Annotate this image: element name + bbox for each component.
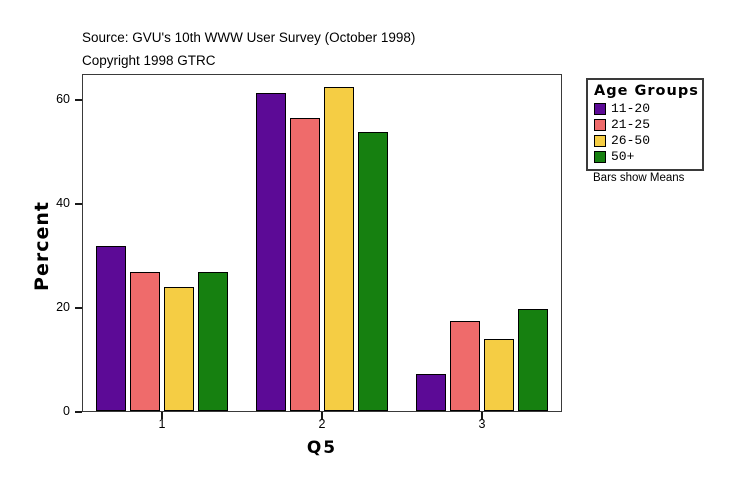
legend-item-21-25: 21-25: [594, 117, 698, 132]
bar-50+-cat3: [518, 309, 548, 411]
means-note: Bars show Means: [593, 172, 685, 184]
legend-items: 11-20 21-25 26-50 50+: [594, 101, 698, 164]
x-axis-title: Q5: [306, 438, 338, 458]
legend-swatch: [594, 150, 606, 163]
bar-26-50-cat3: [484, 339, 514, 411]
bar-50+-cat2: [358, 132, 388, 411]
legend-label: 26-50: [611, 133, 651, 148]
legend-label: 11-20: [611, 101, 651, 116]
legend-item-50+: 50+: [594, 149, 698, 164]
y-tick-label: 20: [56, 300, 70, 314]
x-tick-label: 1: [158, 417, 166, 431]
bar-11-20-cat1: [96, 246, 126, 411]
y-tick-mark: [75, 411, 82, 413]
bar-11-20-cat3: [416, 374, 446, 411]
bar-11-20-cat2: [256, 93, 286, 411]
y-tick-label: 60: [56, 92, 70, 106]
source-text: Source: GVU's 10th WWW User Survey (Octo…: [82, 30, 416, 45]
bar-21-25-cat1: [130, 272, 160, 411]
bar-21-25-cat3: [450, 321, 480, 411]
x-tick-mark: [481, 412, 483, 419]
bar-26-50-cat2: [324, 87, 354, 411]
x-tick-label: 2: [318, 417, 326, 431]
y-tick-mark: [75, 307, 82, 309]
bar-21-25-cat2: [290, 118, 320, 411]
legend-swatch: [594, 102, 606, 115]
legend-item-26-50: 26-50: [594, 133, 698, 148]
legend-item-11-20: 11-20: [594, 101, 698, 116]
y-tick-label: 40: [56, 196, 70, 210]
legend-swatch: [594, 134, 606, 147]
x-tick-mark: [161, 412, 163, 419]
copyright-text: Copyright 1998 GTRC: [82, 53, 216, 68]
x-tick-label: 3: [478, 417, 486, 431]
bar-26-50-cat1: [164, 287, 194, 411]
bar-50+-cat1: [198, 272, 228, 411]
y-tick-label: 0: [63, 404, 70, 418]
legend-label: 21-25: [611, 117, 651, 132]
legend-swatch: [594, 118, 606, 131]
x-tick-mark: [321, 412, 323, 419]
legend: Age Groups 11-20 21-25 26-50 50+: [586, 78, 704, 171]
y-tick-mark: [75, 99, 82, 101]
legend-label: 50+: [611, 149, 635, 164]
y-tick-mark: [75, 203, 82, 205]
plot-frame: [82, 74, 562, 412]
legend-title: Age Groups: [594, 83, 699, 99]
